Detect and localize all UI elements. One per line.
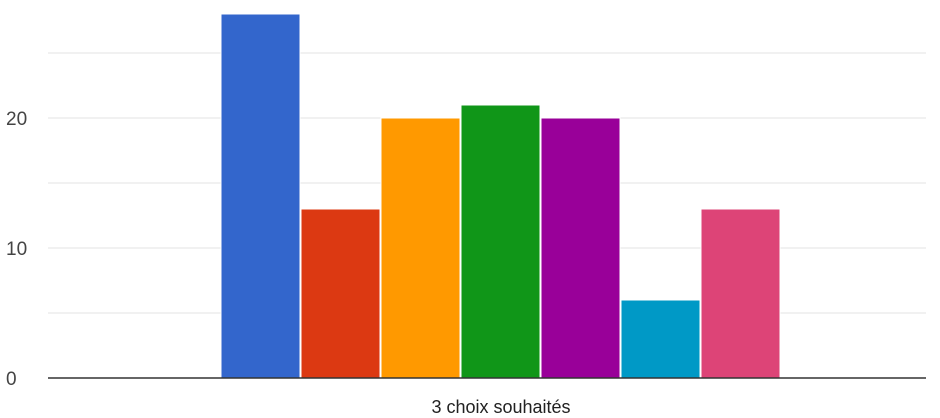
bar-series-3	[380, 117, 461, 379]
bar-series-6	[620, 299, 701, 379]
category-label: 3 choix souhaités	[431, 397, 570, 417]
bar-series-4	[460, 104, 541, 379]
y-tick-label: 20	[6, 109, 27, 130]
bar-series-1	[220, 13, 301, 379]
bars-layer	[220, 13, 781, 379]
bar-series-5	[540, 117, 621, 379]
bar-series-7	[700, 208, 781, 379]
y-tick-label: 10	[6, 239, 27, 260]
bar-series-2	[300, 208, 381, 379]
y-tick-label: 0	[6, 369, 17, 390]
y-tick-labels: 0 10 20	[6, 109, 27, 390]
